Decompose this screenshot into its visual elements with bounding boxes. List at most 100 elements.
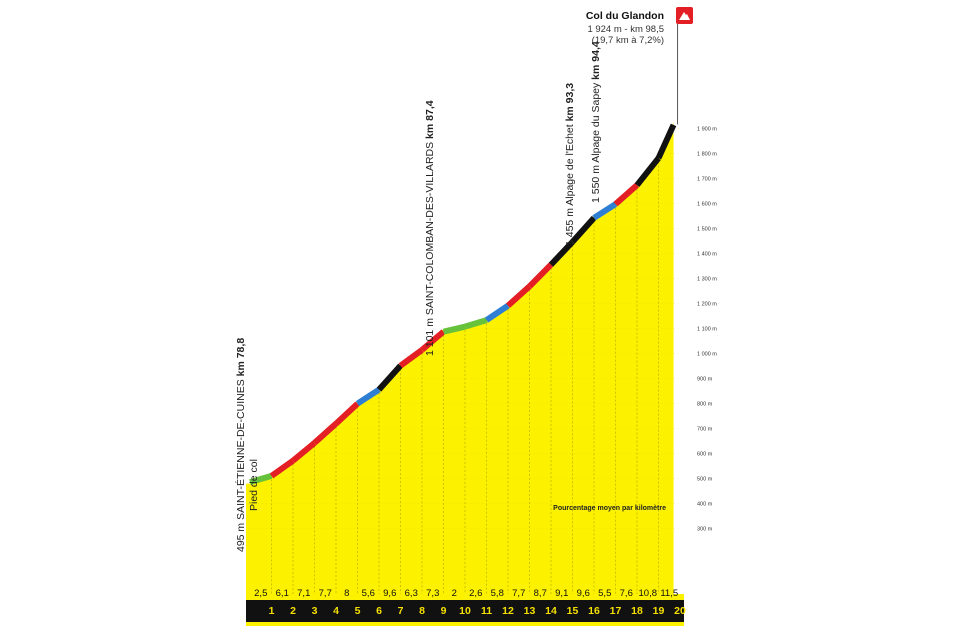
waypoint-name: 1 550 m Alpage du Sapey [590,80,602,203]
gradient-segment [269,458,295,479]
altitude-tick-label: 800 m [697,401,713,407]
km-marker: 17 [610,605,622,617]
gradient-legend: Pourcentage moyen par kilomètre [553,505,666,512]
km-marker: 20 [674,605,686,617]
gradient-value: 8 [344,588,349,599]
km-marker: 9 [441,605,447,617]
gradient-value: 9,6 [383,588,396,599]
gradient-segment [548,239,575,267]
altitude-tick-label: 500 m [697,476,713,482]
altitude-tick-label: 1 900 m [697,126,717,132]
altitude-tick-label: 1 800 m [697,151,717,157]
gradient-value: 9,1 [555,588,568,599]
km-marker: 12 [502,605,514,617]
gradient-segment [484,303,510,323]
km-marker: 13 [524,605,536,617]
km-marker: 8 [419,605,425,617]
km-marker: 4 [333,605,339,617]
gradient-value: 2 [452,588,457,599]
altitude-tick-label: 300 m [697,526,713,532]
altitude-tick-label: 1 100 m [697,326,717,332]
waypoint-label: 1 455 m Alpage de l'Echet km 93,3 [564,83,576,246]
altitude-tick-label: 1 300 m [697,276,717,282]
gradient-value: 7,3 [426,588,439,599]
altitude-tick-label: 1 200 m [697,301,717,307]
gradient-value: 9,6 [577,588,590,599]
gradient-segment [249,473,273,486]
gradient-value: 2,5 [254,588,267,599]
waypoint-km: km 94,4 [590,41,602,80]
km-marker: 5 [355,605,361,617]
gradient-value: 5,6 [362,588,375,599]
gradient-value: 6,3 [405,588,418,599]
gradient-segment [355,387,381,407]
altitude-tick-label: 1 500 m [697,226,717,232]
waypoint-name: 495 m SAINT-ÉTIENNE-DE-CUINES [234,376,247,552]
km-marker: 1 [269,605,275,617]
altitude-tick-label: 1 600 m [697,201,717,207]
gradient-segment [570,215,597,244]
km-marker: 19 [653,605,665,617]
waypoint-name: 1 101 m SAINT-COLOMBAN-DES-VILLARDS [424,139,436,356]
gradient-segment [655,123,677,160]
summit-altitude-km: 1 924 m - km 98,5 [587,24,664,35]
summit-marker [676,7,693,125]
gradient-segment [291,440,317,463]
gradient-segment [613,182,639,207]
altitude-tick-label: 600 m [697,451,713,457]
waypoint-km: km 78,8 [235,338,247,377]
summit-climb-summary: (19,7 km à 7,2%) [592,35,664,46]
gradient-segment [464,317,488,330]
gradient-value: 5,8 [491,588,504,599]
profile-base-edge [246,483,250,594]
gradient-value: 11,5 [660,588,678,599]
gradient-value: 7,1 [297,588,310,599]
gradient-segment [398,347,424,369]
gradient-segment [376,363,403,392]
km-marker: 2 [290,605,296,617]
gradient-segment [442,323,466,335]
waypoint-label: 1 101 m SAINT-COLOMBAN-DES-VILLARDS km 8… [424,100,436,356]
waypoint-km: km 93,3 [564,83,576,122]
altitude-tick-label: 1 700 m [697,176,717,182]
km-marker: 6 [376,605,382,617]
km-marker: 15 [567,605,579,617]
waypoint-label: 1 550 m Alpage du Sapey km 94,4 [590,41,602,203]
altitude-tick-label: 1 000 m [697,351,717,357]
km-marker: 7 [398,605,404,617]
gradient-value: 2,6 [469,588,482,599]
gradient-value: 7,7 [512,588,525,599]
waypoint-name: 1 455 m Alpage de l'Echet [564,121,576,246]
mountain-icon [679,12,690,20]
gradient-value: 8,7 [534,588,547,599]
gradient-value: 7,6 [620,588,633,599]
km-marker: 11 [481,605,492,617]
altitude-tick-label: 700 m [697,426,713,432]
altitude-tick-label: 1 400 m [697,251,717,257]
waypoint-labels: 495 m SAINT-ÉTIENNE-DE-CUINES km 78,8Pie… [234,41,602,552]
waypoint-km: km 87,4 [424,100,436,139]
gradient-segment [634,156,661,188]
sky-mask [240,0,682,480]
summit-name: Col du Glandon [586,10,664,22]
km-row-inner [246,600,684,618]
distance-base-bar: 2,5 6,1 7,1 7,7 8 5,6 9,6 6,3 7,3 2 2,6 5,8 7,7 8,7 9,… [246,588,686,626]
gradient-segment [312,421,339,446]
gradient-segment [505,284,532,308]
gradient-value: 6,1 [276,588,289,599]
km-marker: 14 [545,605,557,617]
altitude-ticks: 300 m 400 m 500 m 600 m 700 m 800 m 900 m 1 000… [697,126,717,532]
km-grid-lines [240,0,682,594]
altitude-tick-label: 900 m [697,376,713,382]
km-marker: 18 [631,605,643,617]
gradient-segment [592,201,618,221]
gradient-segment [420,329,446,353]
gradient-segment [527,262,554,289]
gradient-value: 5,5 [598,588,611,599]
altitude-tick-label: 400 m [697,501,713,507]
km-marker: 16 [588,605,600,617]
waypoint-label: 495 m SAINT-ÉTIENNE-DE-CUINES km 78,8 [234,338,247,552]
gradient-value: 7,7 [319,588,332,599]
gradient-segment [333,401,360,426]
